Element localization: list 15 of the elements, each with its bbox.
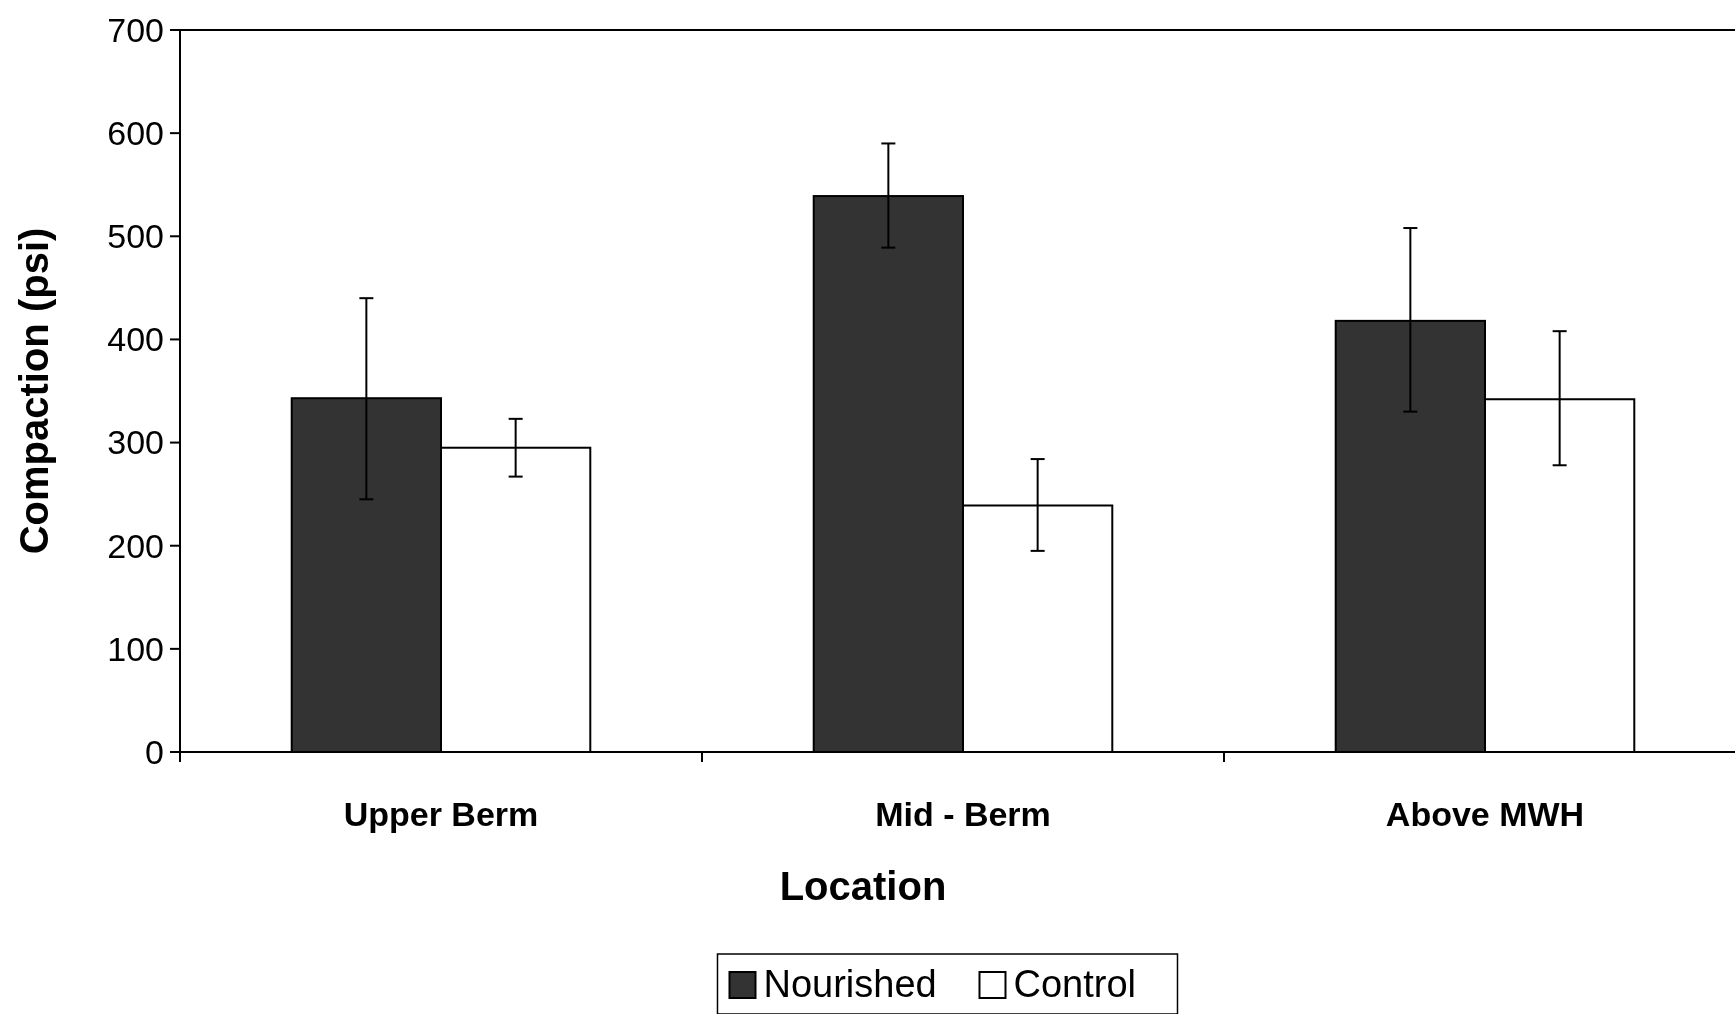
y-tick-label: 0: [145, 732, 164, 771]
y-tick-label: 400: [107, 320, 164, 359]
y-tick-label: 100: [107, 629, 164, 668]
legend-label: Nourished: [763, 963, 937, 1006]
legend-label: Control: [1013, 963, 1136, 1006]
y-tick-label: 500: [107, 217, 164, 256]
y-tick-label: 300: [107, 423, 164, 462]
y-tick-label: 200: [107, 526, 164, 565]
x-tick-label: Above MWH: [1385, 795, 1585, 833]
x-tick-label: Upper Berm: [343, 795, 539, 833]
y-tick-label: 600: [107, 114, 164, 153]
x-axis-title: Location: [779, 864, 947, 908]
y-axis-title: Compaction (psi): [12, 227, 56, 555]
y-tick-label: 700: [107, 10, 164, 49]
x-tick-label: Mid - Berm: [875, 795, 1051, 833]
